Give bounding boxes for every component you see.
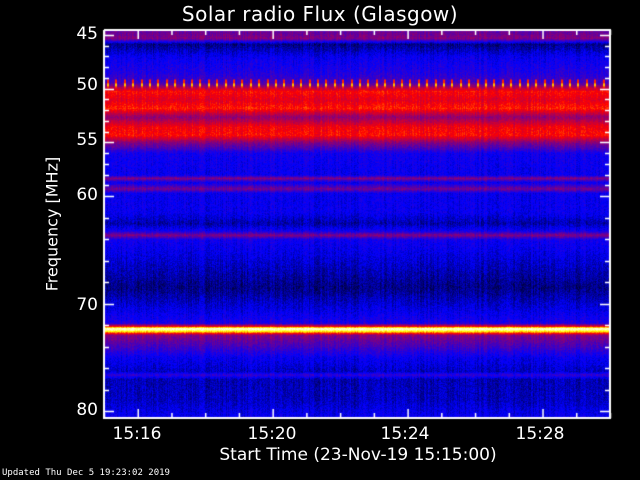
x-tick-label: 15:28 [515, 424, 565, 444]
y-tick-label: 45 [76, 24, 98, 44]
x-tick-label: 15:16 [112, 424, 162, 444]
y-tick-label: 70 [76, 295, 98, 315]
x-tick-label: 15:24 [380, 424, 430, 444]
x-axis-label: Start Time (23-Nov-19 15:15:00) [219, 445, 497, 465]
chart-title: Solar radio Flux (Glasgow) [181, 2, 459, 26]
updated-timestamp: Updated Thu Dec 5 19:23:02 2019 [2, 468, 170, 478]
y-tick-label: 80 [76, 400, 98, 420]
y-tick-label: 50 [76, 75, 98, 95]
y-tick-label: 60 [76, 185, 98, 205]
x-tick-label: 15:20 [247, 424, 297, 444]
y-axis-label: Frequency [MHz] [42, 156, 62, 292]
y-tick-label: 55 [76, 130, 98, 150]
